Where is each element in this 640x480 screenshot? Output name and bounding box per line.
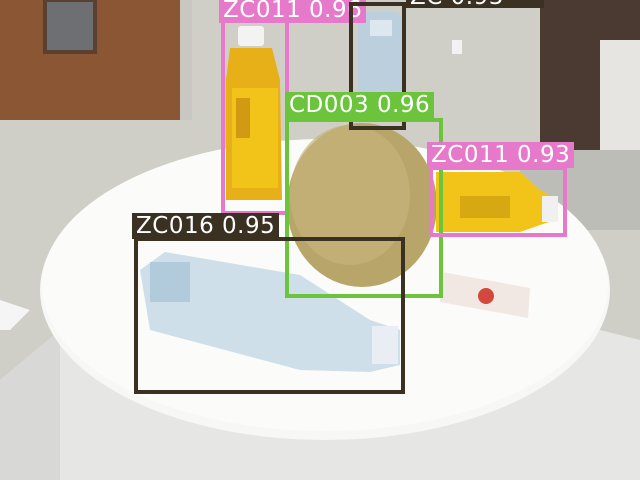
snack-packet (440, 272, 530, 318)
label-top-partial-text: ZC 0.93 (410, 0, 504, 8)
label-cd003-melon: CD003 0.96 (285, 92, 435, 118)
bbox-zc011-standing (221, 18, 289, 215)
bbox-water-bottle-top (349, 2, 406, 130)
label-zc011-lying: ZC011 0.93 (427, 142, 575, 168)
label-zc011-standing: ZC011 0.96 (219, 0, 367, 23)
label-zc016-water-bottle: ZC016 0.95 (132, 213, 280, 239)
label-top-partial: ZC 0.93 (406, 0, 544, 8)
bbox-zc016-water-bottle (134, 237, 405, 394)
bbox-zc011-lying (429, 166, 567, 237)
juice-bottle-standing (226, 26, 282, 200)
bbox-cd003-melon (285, 118, 443, 298)
juice-bottle-lying (436, 172, 558, 232)
water-bottle-lying (140, 252, 400, 372)
